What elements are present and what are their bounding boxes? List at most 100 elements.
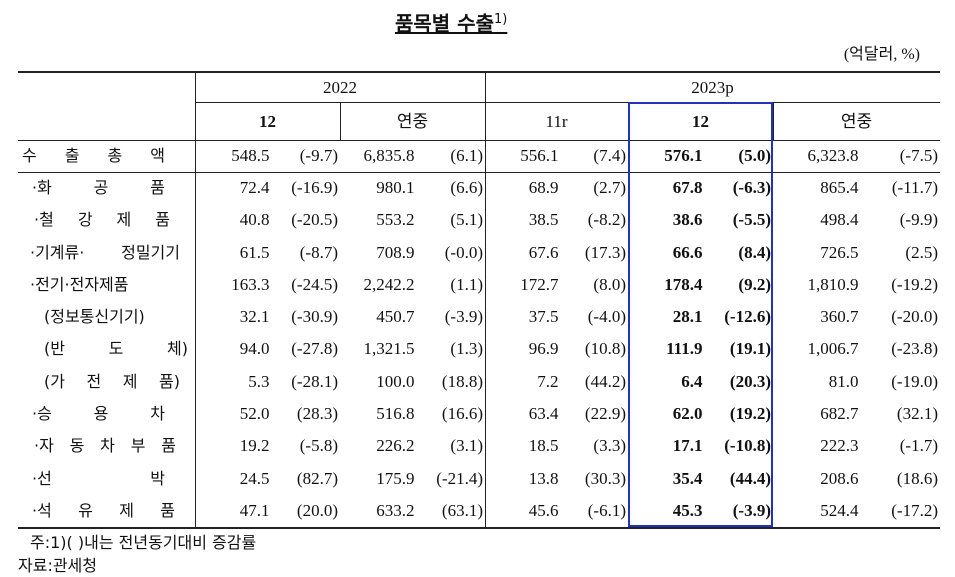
cell-value: 1,321.5 — [363, 339, 415, 359]
row-label: ·화 공 품 — [32, 178, 165, 198]
cell-change: (6.1) — [450, 146, 483, 165]
rule — [195, 72, 196, 527]
cell-change: (44.2) — [584, 371, 626, 391]
column-header: 12 — [259, 112, 276, 131]
cell-change: (-28.1) — [291, 371, 338, 391]
cell-change: (17.3) — [584, 242, 626, 262]
cell-value: 47.1 — [239, 500, 270, 520]
cell-change: (-7.5) — [899, 146, 938, 165]
rule — [18, 140, 940, 141]
cell-change: (6.6) — [450, 178, 483, 198]
cell-change: (-30.9) — [291, 307, 338, 327]
cell-change: (-12.6) — [724, 307, 771, 327]
rule — [773, 102, 774, 140]
cell-change: (-27.8) — [291, 339, 338, 359]
group-header: 2022 — [323, 78, 357, 97]
cell-value: 553.2 — [376, 210, 415, 230]
cell-change: (2.7) — [593, 178, 626, 198]
cell-change: (44.4) — [729, 468, 771, 488]
cell-change: (-8.2) — [587, 210, 626, 230]
row-label: (반 도 체) — [44, 339, 188, 359]
cell-value: 175.9 — [376, 468, 415, 488]
cell-change: (-3.9) — [732, 500, 771, 520]
cell-value: 17.1 — [672, 436, 703, 456]
cell-change: (-20.0) — [891, 307, 938, 327]
cell-value: 45.6 — [528, 500, 559, 520]
cell-change: (30.3) — [584, 468, 626, 488]
cell-change: (20.3) — [729, 371, 771, 391]
cell-change: (8.4) — [738, 242, 771, 262]
cell-value: 1,006.7 — [807, 339, 859, 359]
cell-value: 980.1 — [376, 178, 415, 198]
cell-change: (-24.5) — [291, 274, 338, 294]
cell-value: 865.4 — [820, 178, 859, 198]
cell-value: 38.6 — [672, 210, 703, 230]
cell-value: 37.5 — [528, 307, 559, 327]
cell-value: 682.7 — [820, 404, 859, 424]
cell-value: 66.6 — [672, 242, 703, 262]
cell-change: (-21.4) — [436, 468, 483, 488]
cell-value: 7.2 — [537, 371, 559, 391]
row-label: ·철 강 제 품 — [34, 210, 170, 230]
row-label: ·자 동 차 부 품 — [34, 436, 176, 456]
cell-change: (28.3) — [296, 404, 338, 424]
rule — [195, 102, 940, 103]
cell-value: 6,835.8 — [363, 146, 415, 165]
cell-change: (8.0) — [593, 274, 626, 294]
cell-value: 6,323.8 — [807, 146, 859, 165]
row-label: (정보통신기기) — [44, 307, 145, 327]
cell-change: (9.2) — [738, 274, 771, 294]
cell-value: 556.1 — [520, 146, 559, 165]
cell-change: (1.3) — [450, 339, 483, 359]
cell-change: (-6.3) — [732, 178, 771, 198]
cell-value: 111.9 — [666, 339, 703, 359]
rule — [18, 172, 940, 173]
cell-value: 172.7 — [520, 274, 559, 294]
cell-value: 63.4 — [528, 404, 559, 424]
cell-change: (-5.5) — [732, 210, 771, 230]
cell-value: 40.8 — [239, 210, 270, 230]
cell-change: (-10.8) — [724, 436, 771, 456]
cell-value: 35.4 — [672, 468, 703, 488]
cell-change: (-16.9) — [291, 178, 338, 198]
rule — [18, 526, 940, 529]
cell-change: (3.3) — [593, 436, 626, 456]
cell-change: (-11.7) — [891, 178, 938, 198]
cell-value: 24.5 — [239, 468, 270, 488]
cell-change: (-23.8) — [891, 339, 938, 359]
unit: (억달러, %) — [843, 46, 920, 63]
cell-change: (3.1) — [450, 436, 483, 456]
cell-change: (10.8) — [584, 339, 626, 359]
row-label: 수 출 총 액 — [22, 146, 165, 165]
cell-value: 222.3 — [820, 436, 859, 456]
cell-value: 208.6 — [820, 468, 859, 488]
cell-value: 1,810.9 — [807, 274, 859, 294]
cell-value: 498.4 — [820, 210, 859, 230]
cell-value: 18.5 — [528, 436, 559, 456]
cell-change: (63.1) — [441, 500, 483, 520]
cell-value: 67.6 — [528, 242, 559, 262]
cell-change: (5.0) — [738, 146, 771, 165]
column-header: 연중 — [396, 112, 429, 132]
cell-value: 96.9 — [528, 339, 559, 359]
cell-value: 81.0 — [828, 371, 859, 391]
rule — [485, 72, 486, 527]
cell-value: 52.0 — [239, 404, 270, 424]
cell-change: (19.2) — [729, 404, 771, 424]
cell-change: (-5.8) — [299, 436, 338, 456]
cell-change: (18.8) — [441, 371, 483, 391]
cell-value: 94.0 — [239, 339, 270, 359]
cell-value: 32.1 — [239, 307, 270, 327]
cell-value: 100.0 — [376, 371, 415, 391]
cell-change: (1.1) — [450, 274, 483, 294]
group-header: 2023p — [691, 78, 734, 97]
column-header: 12 — [692, 112, 709, 131]
cell-value: 360.7 — [820, 307, 859, 327]
cell-change: (-4.0) — [587, 307, 626, 327]
cell-value: 62.0 — [672, 404, 703, 424]
cell-value: 13.8 — [528, 468, 559, 488]
cell-value: 61.5 — [239, 242, 270, 262]
cell-value: 548.5 — [231, 146, 270, 165]
cell-change: (82.7) — [296, 468, 338, 488]
cell-change: (-19.2) — [891, 274, 938, 294]
